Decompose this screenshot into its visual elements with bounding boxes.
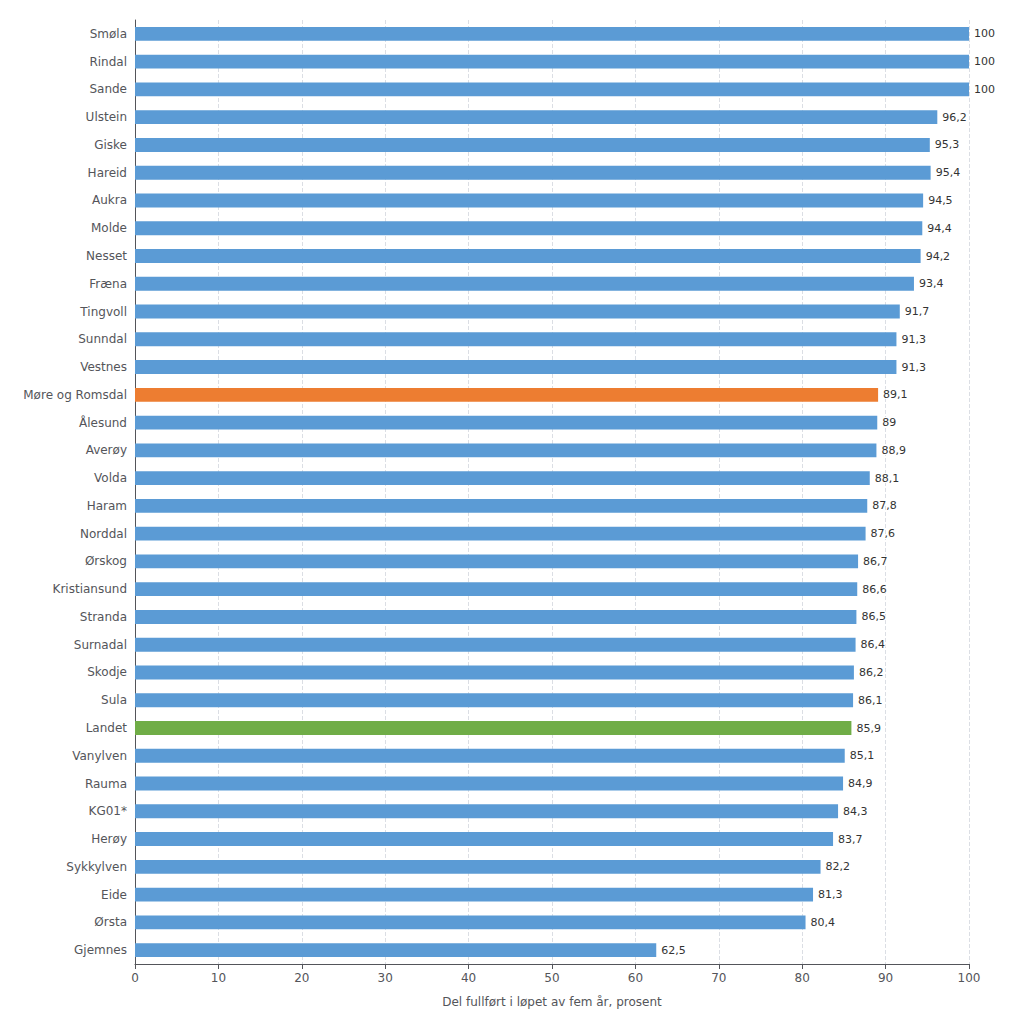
svg-text:Møre og Romsdal: Møre og Romsdal <box>23 388 127 402</box>
svg-text:84,3: 84,3 <box>843 805 868 818</box>
svg-text:Averøy: Averøy <box>86 443 127 457</box>
svg-text:88,1: 88,1 <box>875 472 900 485</box>
svg-text:95,4: 95,4 <box>936 166 961 179</box>
svg-text:Surnadal: Surnadal <box>74 638 127 652</box>
svg-text:94,5: 94,5 <box>928 194 953 207</box>
svg-text:Vestnes: Vestnes <box>80 360 127 374</box>
svg-text:100: 100 <box>974 27 995 40</box>
svg-text:Tingvoll: Tingvoll <box>79 305 127 319</box>
svg-text:60: 60 <box>628 971 643 985</box>
svg-text:20: 20 <box>294 971 309 985</box>
svg-text:Smøla: Smøla <box>90 27 127 41</box>
svg-text:30: 30 <box>378 971 393 985</box>
svg-text:90: 90 <box>878 971 893 985</box>
svg-text:40: 40 <box>461 971 476 985</box>
svg-text:Skodje: Skodje <box>87 665 127 679</box>
svg-text:89: 89 <box>882 416 896 429</box>
svg-text:Norddal: Norddal <box>80 527 127 541</box>
svg-text:Haram: Haram <box>87 499 127 513</box>
svg-text:86,7: 86,7 <box>863 555 888 568</box>
svg-text:Eide: Eide <box>101 888 127 902</box>
svg-text:91,3: 91,3 <box>901 333 926 346</box>
svg-text:Ålesund: Ålesund <box>79 415 127 430</box>
svg-text:Nesset: Nesset <box>86 249 127 263</box>
svg-text:70: 70 <box>711 971 726 985</box>
svg-text:91,7: 91,7 <box>905 305 930 318</box>
svg-text:86,5: 86,5 <box>861 610 886 623</box>
svg-text:Sunndal: Sunndal <box>78 332 127 346</box>
svg-text:96,2: 96,2 <box>942 111 967 124</box>
svg-text:Giske: Giske <box>94 138 127 152</box>
svg-text:94,4: 94,4 <box>927 222 952 235</box>
svg-text:Vanylven: Vanylven <box>72 749 127 763</box>
svg-text:83,7: 83,7 <box>838 833 863 846</box>
svg-text:Aukra: Aukra <box>92 193 127 207</box>
svg-text:Molde: Molde <box>91 221 127 235</box>
svg-text:Fræna: Fræna <box>89 277 127 291</box>
svg-text:Ørskog: Ørskog <box>85 554 127 568</box>
svg-text:10: 10 <box>211 971 226 985</box>
svg-text:Del fullført i løpet av fem år: Del fullført i løpet av fem år, prosent <box>442 995 662 1009</box>
svg-text:Rauma: Rauma <box>85 777 127 791</box>
svg-text:100: 100 <box>958 971 981 985</box>
svg-text:Landet: Landet <box>86 721 128 735</box>
svg-text:93,4: 93,4 <box>919 277 944 290</box>
svg-text:Rindal: Rindal <box>89 55 127 69</box>
svg-text:88,9: 88,9 <box>881 444 906 457</box>
svg-text:87,6: 87,6 <box>871 527 896 540</box>
svg-text:89,1: 89,1 <box>883 388 908 401</box>
svg-text:Ulstein: Ulstein <box>86 110 127 124</box>
svg-text:86,4: 86,4 <box>861 638 886 651</box>
svg-text:Gjemnes: Gjemnes <box>74 943 127 957</box>
svg-text:0: 0 <box>131 971 139 985</box>
svg-text:82,2: 82,2 <box>826 860 851 873</box>
svg-text:100: 100 <box>974 55 995 68</box>
svg-text:Kristiansund: Kristiansund <box>53 582 127 596</box>
svg-text:95,3: 95,3 <box>935 138 960 151</box>
svg-text:80,4: 80,4 <box>811 916 836 929</box>
svg-text:84,9: 84,9 <box>848 777 873 790</box>
svg-text:Ørsta: Ørsta <box>94 915 127 929</box>
svg-text:KG01*: KG01* <box>89 804 127 818</box>
svg-text:100: 100 <box>974 83 995 96</box>
svg-text:85,1: 85,1 <box>850 749 875 762</box>
svg-text:85,9: 85,9 <box>856 722 881 735</box>
svg-text:Sula: Sula <box>101 693 127 707</box>
svg-text:81,3: 81,3 <box>818 888 843 901</box>
svg-text:80: 80 <box>795 971 810 985</box>
svg-text:91,3: 91,3 <box>901 361 926 374</box>
svg-text:Hareid: Hareid <box>88 166 127 180</box>
svg-text:50: 50 <box>544 971 559 985</box>
svg-text:86,1: 86,1 <box>858 694 883 707</box>
svg-text:Herøy: Herøy <box>91 832 127 846</box>
svg-text:87,8: 87,8 <box>872 499 897 512</box>
svg-text:86,2: 86,2 <box>859 666 884 679</box>
svg-text:Sande: Sande <box>89 82 127 96</box>
svg-text:62,5: 62,5 <box>661 944 686 957</box>
svg-text:Stranda: Stranda <box>80 610 127 624</box>
svg-text:Sykkylven: Sykkylven <box>66 860 127 874</box>
svg-text:Volda: Volda <box>94 471 127 485</box>
svg-text:94,2: 94,2 <box>926 250 951 263</box>
svg-text:86,6: 86,6 <box>862 583 887 596</box>
